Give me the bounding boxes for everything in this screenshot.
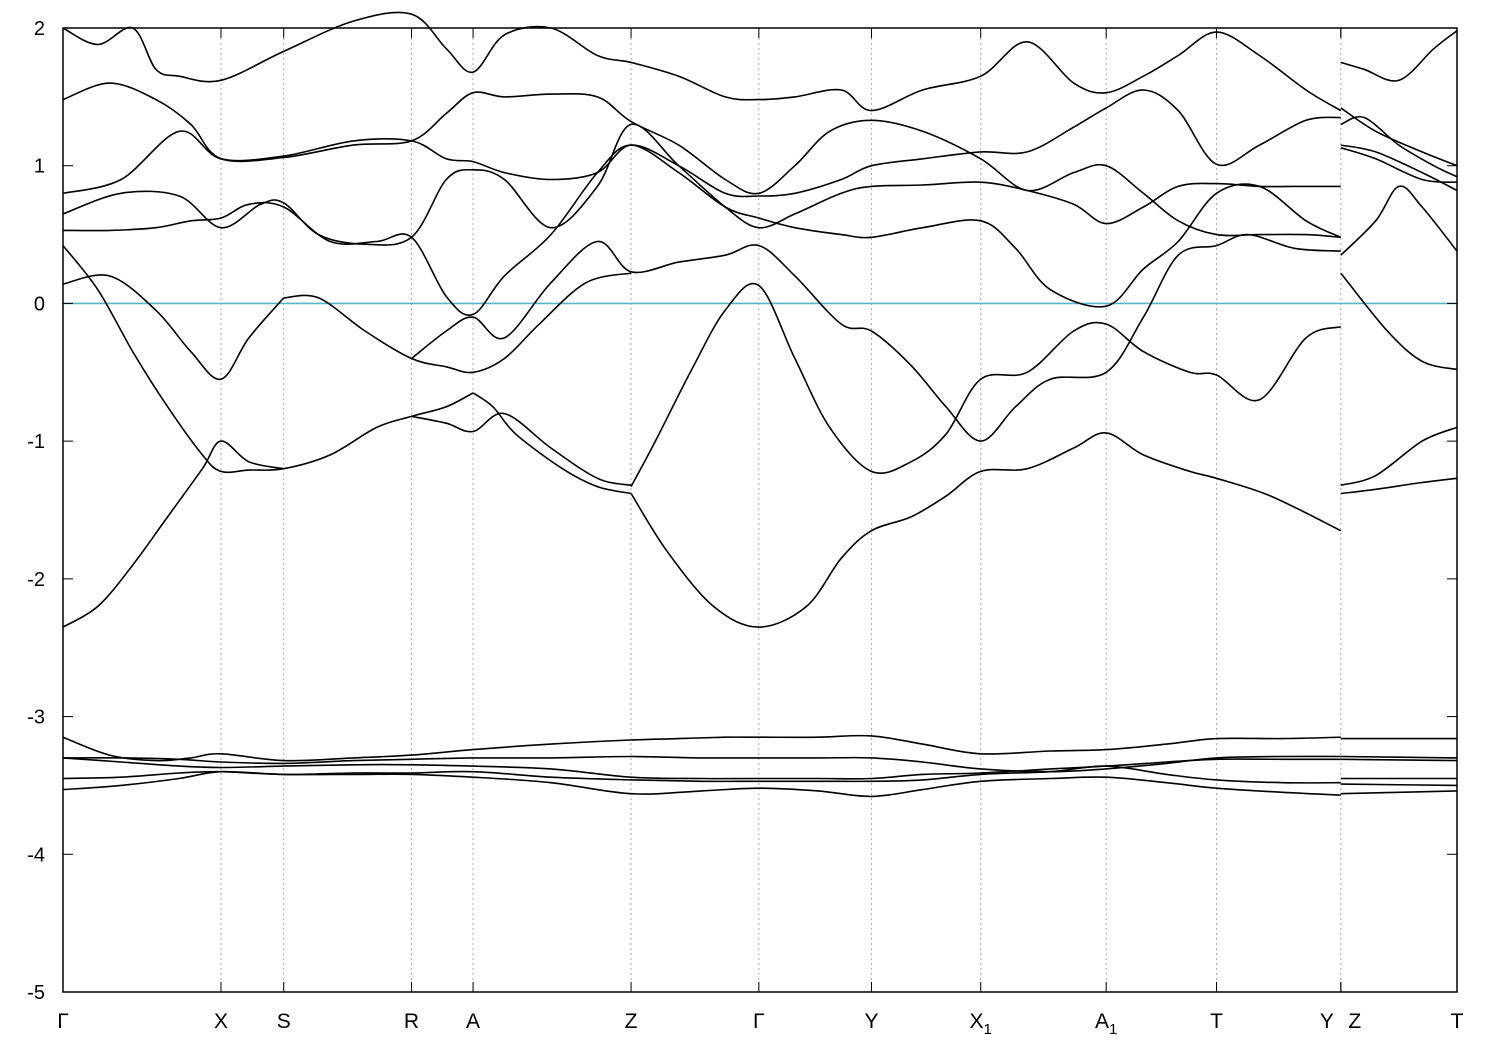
kpoint-label: Z <box>1348 1010 1361 1033</box>
band-line <box>62 757 1341 780</box>
band-line <box>1340 783 1458 787</box>
band-line <box>1340 147 1458 183</box>
kpoint-label: X1 <box>970 1010 992 1038</box>
band-line <box>62 440 284 628</box>
x-axis-kpoint-labels: Γ X S R A Z Γ Y X1 A1 T Y Z T <box>57 28 1464 1038</box>
kpoint-gridlines <box>220 28 1342 992</box>
band-line <box>1340 115 1458 178</box>
band-line <box>411 412 632 486</box>
kpoint-label: T <box>1210 1010 1223 1033</box>
band-line <box>62 274 285 381</box>
band-line <box>1340 755 1458 759</box>
plot-frame <box>62 27 1458 993</box>
kpoint-label: Γ <box>57 1010 69 1033</box>
y-tick-label: 1 <box>34 156 45 178</box>
band-line <box>62 82 1341 239</box>
y-tick-label: -3 <box>27 707 45 729</box>
band-line <box>1340 477 1458 495</box>
y-tick-label: -2 <box>27 569 45 591</box>
band-line <box>62 89 1341 198</box>
band-line <box>1340 30 1458 82</box>
band-line <box>62 11 1342 112</box>
kpoint-label: A1 <box>1095 1010 1117 1038</box>
y-tick-label: -4 <box>27 844 45 866</box>
kpoint-label: Z <box>625 1010 638 1033</box>
kpoint-label: Γ <box>753 1010 765 1033</box>
kpoint-label: R <box>404 1010 419 1033</box>
band-line <box>630 432 1342 628</box>
band-lines <box>62 11 1458 798</box>
band-line <box>1340 790 1458 795</box>
band-line <box>411 233 1341 442</box>
y-tick-label: 0 <box>34 293 45 315</box>
band-line <box>62 755 1341 773</box>
band-line <box>1340 144 1458 192</box>
band-line <box>62 734 1341 762</box>
kpoint-label: Y <box>865 1010 879 1033</box>
band-line <box>1340 107 1458 167</box>
y-tick-label: 2 <box>34 18 45 40</box>
band-line <box>62 144 1342 316</box>
kpoint-label: S <box>277 1010 291 1033</box>
band-line <box>62 245 474 474</box>
band-line <box>62 770 1341 798</box>
kpoint-label: T <box>1451 1010 1464 1033</box>
band-line <box>62 123 1341 246</box>
band-line <box>1340 426 1458 486</box>
y-tick-label: -5 <box>27 982 45 1004</box>
y-tick-label: -1 <box>27 431 45 453</box>
kpoint-label: X <box>214 1010 228 1033</box>
kpoint-label: A <box>466 1010 480 1033</box>
band-line <box>630 282 1342 487</box>
band-line <box>1340 758 1458 762</box>
band-line <box>283 272 632 374</box>
band-line <box>472 392 632 495</box>
y-axis-ticks: -5 -4 -3 -2 -1 0 1 2 <box>27 18 1457 1004</box>
kpoint-label: Y <box>1320 1010 1334 1033</box>
band-line <box>1340 185 1458 256</box>
band-line <box>1340 272 1458 371</box>
